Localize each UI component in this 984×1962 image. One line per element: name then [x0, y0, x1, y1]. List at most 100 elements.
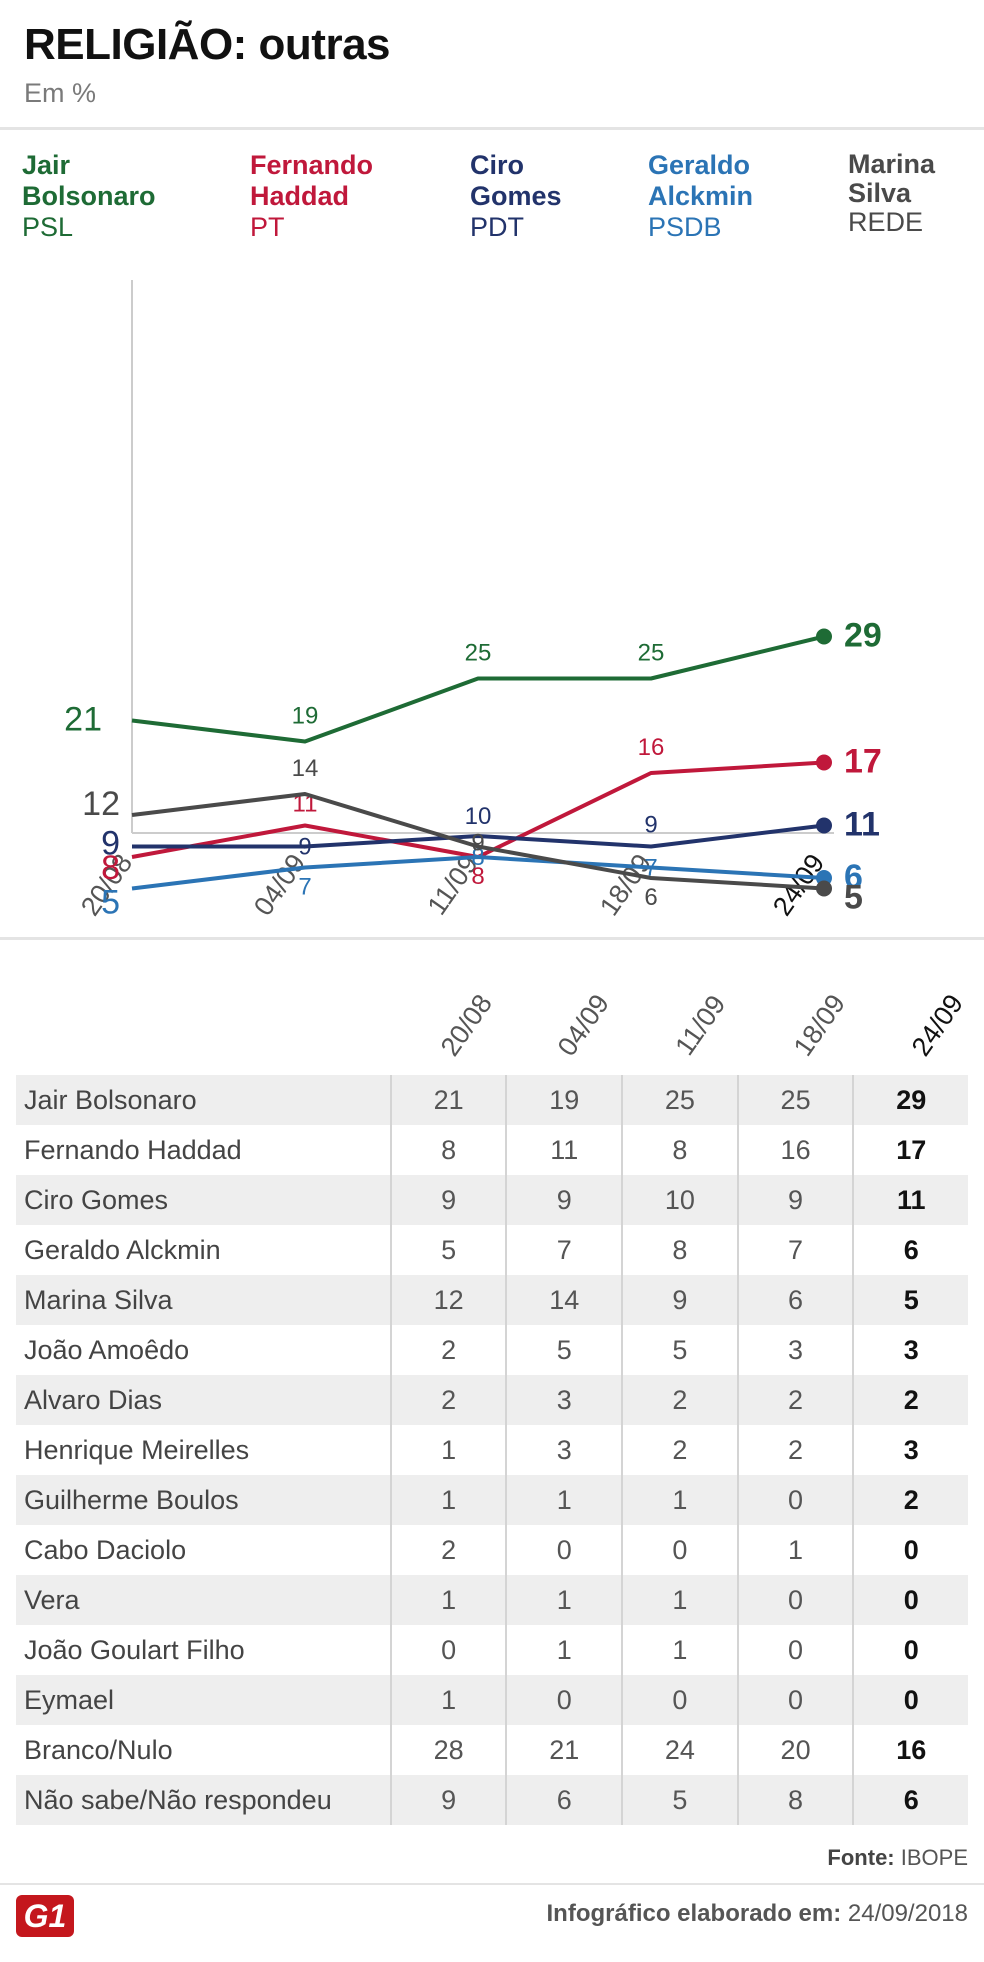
data-label: 17: [844, 743, 882, 781]
table-cell: 16: [852, 1725, 968, 1775]
legend-name: Marina Silva: [848, 149, 936, 208]
table-cell: 9: [736, 1175, 853, 1225]
column-header: 20/08: [434, 988, 499, 1062]
table-cell: 0: [736, 1475, 853, 1525]
legend-name: Jair Bolsonaro: [22, 150, 156, 211]
column-header: 18/09: [787, 988, 852, 1062]
source-note: Fonte: IBOPE: [827, 1845, 968, 1870]
table-cell: 3: [505, 1375, 621, 1425]
legend-item-ciro: Ciro Gomes PDT: [470, 150, 580, 243]
table-cell: 2: [621, 1375, 737, 1425]
table-row: Alvaro Dias 2 3 2 2 2: [16, 1375, 968, 1425]
table-cell: 21: [389, 1075, 506, 1125]
data-label: 9: [471, 830, 484, 857]
table-cell: 0: [389, 1625, 506, 1675]
table-cell: 8: [621, 1125, 737, 1175]
table-cell: 2: [621, 1425, 737, 1475]
legend-name: Fernando Haddad: [250, 150, 374, 211]
row-label: João Goulart Filho: [24, 1634, 245, 1665]
series-line-marina: [131, 792, 825, 891]
table-cell: 11: [505, 1125, 621, 1175]
table-cell: 1: [389, 1575, 506, 1625]
data-label: 9: [298, 834, 311, 861]
table-cell: 6: [505, 1775, 621, 1825]
table-cell: 0: [852, 1575, 968, 1625]
legend-name: Geraldo Alckmin: [648, 150, 754, 211]
data-label: 8: [101, 849, 120, 887]
legend-party: PSDB: [648, 212, 722, 242]
table-cell: 25: [736, 1075, 853, 1125]
table-row: Eymael 1 0 0 0 0: [16, 1675, 968, 1725]
table-cell: 28: [389, 1725, 506, 1775]
table-cell: 1: [621, 1575, 737, 1625]
data-label: 19: [292, 703, 319, 730]
footer-note: Infográfico elaborado em: 24/09/2018: [546, 1900, 969, 1927]
table-cell: 0: [621, 1675, 737, 1725]
table-cell: 0: [852, 1675, 968, 1725]
table-cell: 1: [621, 1625, 737, 1675]
row-label: Cabo Daciolo: [24, 1534, 187, 1565]
table-row: Fernando Haddad 8 11 8 16 17: [16, 1125, 968, 1175]
table-cell: 2: [389, 1525, 506, 1575]
table-cell: 2: [736, 1425, 853, 1475]
data-label: 12: [82, 785, 120, 823]
table-row: Ciro Gomes 9 9 10 9 11: [16, 1175, 968, 1225]
row-label: Marina Silva: [24, 1284, 173, 1315]
page-subtitle: Em %: [24, 78, 97, 108]
table-cell: 1: [389, 1425, 506, 1475]
table-cell: 2: [389, 1325, 506, 1375]
table-cell: 21: [505, 1725, 621, 1775]
data-label: 8: [471, 863, 484, 890]
data-label: 8: [471, 844, 484, 871]
data-point: [816, 817, 832, 834]
row-label: Não sabe/Não respondeu: [24, 1784, 332, 1815]
table-cell: 9: [621, 1275, 737, 1325]
table-cell: 1: [389, 1675, 506, 1725]
table-cell: 0: [736, 1625, 853, 1675]
table-row: Jair Bolsonaro 21 19 25 25 29: [16, 1075, 968, 1125]
legend-party: PSL: [22, 212, 74, 242]
row-label: Vera: [24, 1584, 80, 1615]
table-cell: 8: [736, 1775, 853, 1825]
data-label: 29: [844, 617, 882, 655]
data-label: 10: [465, 803, 492, 830]
table-cell: 1: [389, 1475, 506, 1525]
legend-item-bolsonaro: Jair Bolsonaro PSL: [22, 150, 182, 243]
table-cell: 10: [621, 1175, 737, 1225]
legend-party: PDT: [470, 212, 524, 242]
table-row: Henrique Meirelles 1 3 2 2 3: [16, 1425, 968, 1475]
table-cell: 5: [852, 1275, 968, 1325]
page-title: RELIGIÃO: outras: [24, 20, 391, 69]
table-cell: 11: [852, 1175, 968, 1225]
table-cell: 8: [621, 1225, 737, 1275]
column-header: 24/09: [905, 988, 970, 1062]
legend-item-haddad: Fernando Haddad PT: [250, 150, 410, 243]
table-cell: 25: [621, 1075, 737, 1125]
table-cell: 0: [505, 1675, 621, 1725]
divider: [0, 1883, 984, 1885]
table-cell: 16: [736, 1125, 853, 1175]
table-cell: 7: [505, 1225, 621, 1275]
table-cell: 1: [621, 1475, 737, 1525]
table-cell: 5: [389, 1225, 506, 1275]
data-label: 6: [644, 884, 657, 911]
row-label: Jair Bolsonaro: [24, 1084, 197, 1115]
table-row: João Goulart Filho 0 1 1 0 0: [16, 1625, 968, 1675]
row-label: Branco/Nulo: [24, 1734, 173, 1765]
row-label: Henrique Meirelles: [24, 1434, 250, 1465]
table-cell: 29: [852, 1075, 968, 1125]
table-row: Marina Silva 12 14 9 6 5: [16, 1275, 968, 1325]
data-label: 16: [638, 734, 665, 761]
table-cell: 2: [852, 1375, 968, 1425]
data-label: 25: [638, 640, 665, 667]
table-cell: 8: [389, 1125, 506, 1175]
table-cell: 6: [736, 1275, 853, 1325]
table-cell: 1: [736, 1525, 853, 1575]
table-cell: 3: [852, 1425, 968, 1475]
table-cell: 5: [621, 1325, 737, 1375]
table-cell: 12: [389, 1275, 506, 1325]
table-cell: 0: [736, 1675, 853, 1725]
table-cell: 3: [852, 1325, 968, 1375]
table-cell: 6: [852, 1225, 968, 1275]
table-row: João Amoêdo 2 5 5 3 3: [16, 1325, 968, 1375]
